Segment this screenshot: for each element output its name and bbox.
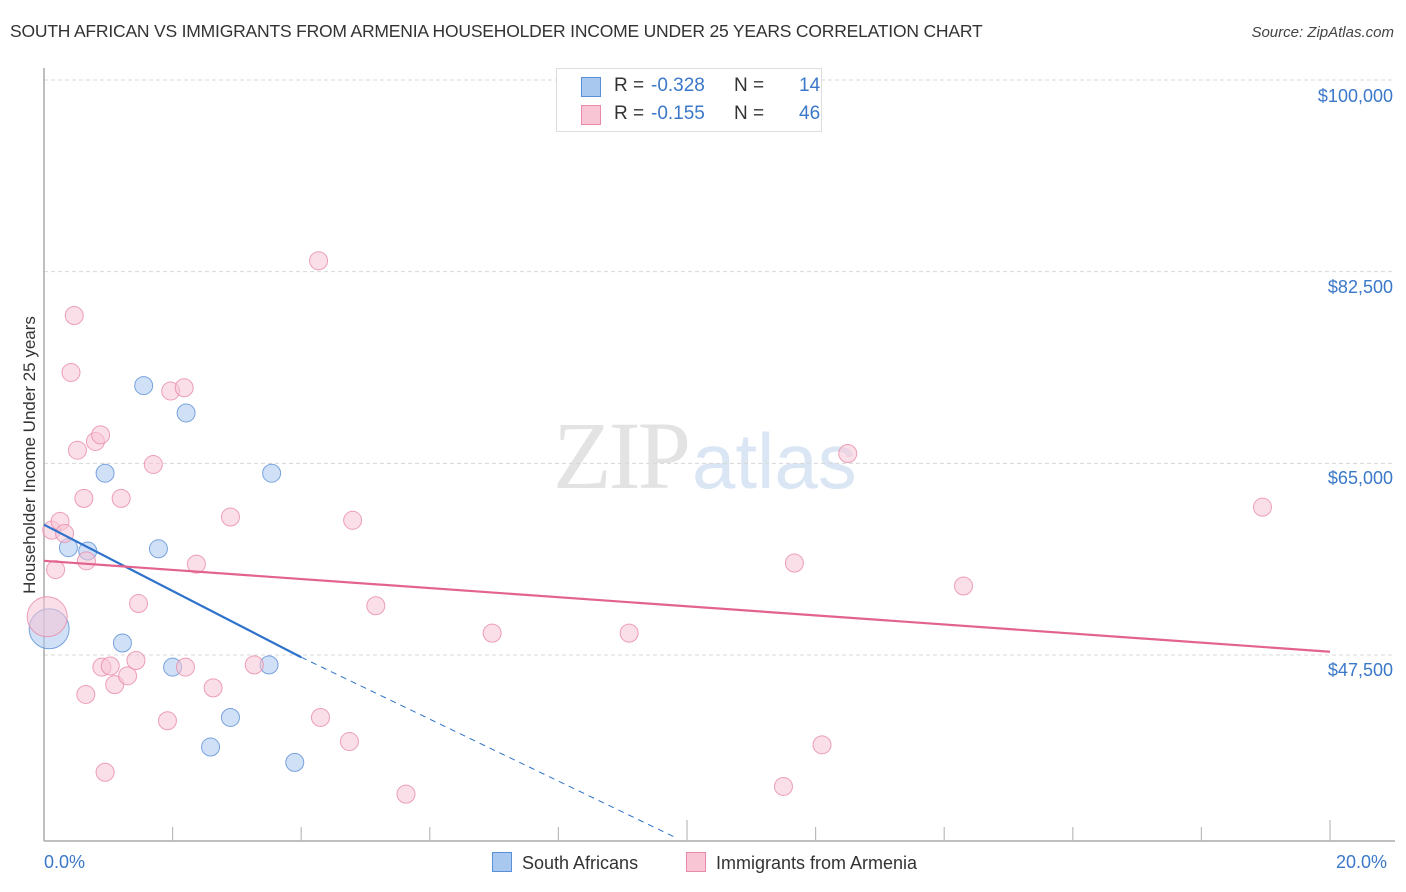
zipatlas-watermark: ZIPatlas	[553, 408, 857, 504]
armenia-point	[26, 596, 68, 638]
legend-n-value: 46	[799, 103, 821, 124]
armenia-point	[773, 776, 793, 796]
legend-label: South Africans	[522, 853, 639, 873]
armenia-point	[396, 784, 416, 804]
armenia-point	[619, 623, 639, 643]
source-credit: Source: ZipAtlas.com	[1251, 24, 1394, 41]
y-tick-47500: $47,500	[1327, 660, 1393, 680]
south-africans-point	[134, 376, 154, 396]
y-axis-label: Householder Income Under 25 years	[20, 316, 39, 594]
armenia-point	[126, 651, 146, 671]
armenia-point	[186, 554, 206, 574]
armenia-point	[76, 684, 96, 704]
legend-n-label: N =	[734, 103, 765, 124]
south-africans-trend-extension	[300, 656, 675, 838]
armenia-point	[482, 623, 502, 643]
south-africans-point	[148, 539, 168, 559]
legend-n-value: 14	[799, 75, 821, 96]
legend-label: Immigrants from Armenia	[716, 853, 918, 873]
legend-swatch-pink	[686, 852, 706, 872]
south-africans-point	[262, 463, 282, 483]
legend-r-label: R =	[614, 103, 645, 124]
x-tick-max: 20.0%	[1336, 852, 1388, 872]
armenia-point	[157, 711, 177, 731]
watermark-zip: ZIP	[553, 402, 691, 509]
armenia-trend-line	[43, 559, 1331, 653]
chart-title: SOUTH AFRICAN VS IMMIGRANTS FROM ARMENIA…	[10, 21, 983, 41]
armenia-point	[309, 251, 329, 271]
south-africans-point	[220, 707, 240, 727]
south-africans-point	[285, 752, 305, 772]
armenia-point	[310, 707, 330, 727]
armenia-point	[343, 510, 363, 530]
armenia-point	[64, 305, 84, 325]
watermark-atlas: atlas	[692, 417, 857, 505]
y-tick-82500: $82,500	[1327, 277, 1393, 297]
bottom-legend-south-africans: South Africans	[492, 852, 638, 874]
legend-r-value: -0.328	[651, 75, 705, 96]
armenia-point	[74, 488, 94, 508]
armenia-point	[111, 488, 131, 508]
legend-swatch-blue	[581, 77, 601, 97]
south-africans-point	[95, 463, 115, 483]
legend-n-label: N =	[734, 75, 765, 96]
armenia-point	[784, 553, 804, 573]
armenia-point	[220, 507, 240, 527]
armenia-point	[339, 732, 359, 752]
armenia-point	[46, 560, 66, 580]
armenia-point	[366, 596, 386, 616]
south-africans-point	[176, 403, 196, 423]
armenia-point	[244, 655, 264, 675]
armenia-point	[76, 551, 96, 571]
south-africans-point	[112, 633, 132, 653]
armenia-point	[953, 576, 973, 596]
south-africans-trend-line	[43, 523, 302, 659]
legend-r-value: -0.155	[651, 103, 705, 124]
armenia-point	[838, 443, 858, 463]
armenia-point	[91, 425, 111, 445]
armenia-point	[175, 657, 195, 677]
armenia-point	[174, 378, 194, 398]
y-tick-65000: $65,000	[1327, 468, 1393, 488]
armenia-point	[143, 454, 163, 474]
armenia-point	[129, 594, 149, 614]
legend-swatch-blue	[492, 852, 512, 872]
legend-r-label: R =	[614, 75, 645, 96]
armenia-point	[812, 735, 832, 755]
armenia-point	[1252, 497, 1272, 517]
armenia-point	[95, 762, 115, 782]
y-tick-100000: $100,000	[1317, 86, 1393, 106]
armenia-point	[203, 678, 223, 698]
x-tick-min: 0.0%	[44, 852, 86, 872]
legend-swatch-pink	[581, 105, 601, 125]
south-africans-point	[201, 737, 221, 757]
armenia-point	[67, 440, 87, 460]
armenia-point	[100, 656, 120, 676]
armenia-point	[118, 666, 138, 686]
bottom-legend-armenia: Immigrants from Armenia	[686, 852, 917, 874]
correlation-legend: R = -0.328 N = 14 R = -0.155 N = 46	[556, 68, 822, 132]
armenia-point	[61, 362, 81, 382]
